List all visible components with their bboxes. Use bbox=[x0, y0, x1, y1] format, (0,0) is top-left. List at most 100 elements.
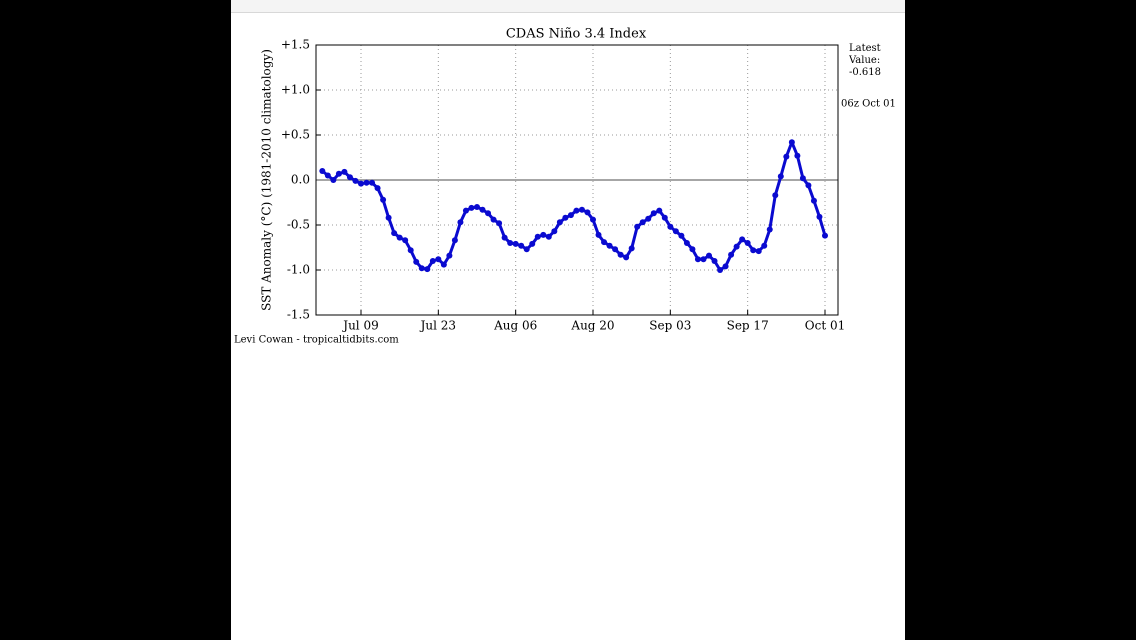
data-point bbox=[402, 237, 409, 244]
data-point bbox=[512, 240, 519, 247]
data-point bbox=[523, 246, 530, 253]
data-point bbox=[810, 197, 817, 204]
data-point bbox=[617, 251, 624, 258]
data-point bbox=[496, 220, 503, 227]
data-point bbox=[794, 152, 801, 159]
data-point bbox=[706, 252, 712, 259]
data-point bbox=[694, 256, 701, 263]
data-point bbox=[805, 182, 812, 189]
data-point bbox=[772, 192, 779, 199]
data-point bbox=[578, 206, 585, 213]
data-point bbox=[474, 204, 480, 210]
data-point bbox=[479, 206, 486, 213]
data-point bbox=[457, 219, 464, 226]
data-point bbox=[424, 266, 431, 273]
data-point bbox=[507, 240, 514, 246]
data-point bbox=[739, 236, 746, 243]
data-point bbox=[468, 204, 475, 211]
plot-frame bbox=[315, 44, 839, 316]
chart-title: CDAS Niño 3.4 Index bbox=[506, 27, 647, 42]
data-point bbox=[380, 196, 387, 203]
data-point bbox=[451, 237, 458, 244]
data-point bbox=[761, 242, 768, 249]
data-point bbox=[728, 251, 735, 258]
x-tick-label: Sep 17 bbox=[727, 319, 769, 333]
y-tick-label: -1.0 bbox=[287, 263, 310, 277]
data-point bbox=[750, 247, 757, 254]
data-point bbox=[324, 172, 331, 179]
data-point bbox=[590, 216, 596, 223]
data-point bbox=[700, 256, 707, 263]
data-point bbox=[639, 219, 646, 226]
top-bar bbox=[231, 0, 905, 13]
data-point bbox=[744, 240, 751, 246]
y-tick-label: -1.5 bbox=[287, 308, 310, 322]
data-point bbox=[385, 214, 392, 221]
x-tick-label: Jul 09 bbox=[341, 319, 378, 333]
y-tick-label: +0.5 bbox=[281, 128, 310, 142]
latest-label: Latest Value: bbox=[849, 43, 881, 66]
x-tick-label: Aug 20 bbox=[570, 319, 614, 333]
data-point bbox=[346, 174, 353, 181]
credit: Levi Cowan - tropicaltidbits.com bbox=[234, 335, 399, 346]
data-point bbox=[711, 258, 718, 264]
data-point bbox=[755, 248, 762, 255]
x-tick-label: Oct 01 bbox=[805, 319, 845, 333]
y-axis-label: SST Anomaly (°C) (1981-2010 climatology) bbox=[260, 49, 274, 311]
data-point bbox=[777, 173, 784, 180]
data-point bbox=[661, 214, 668, 221]
y-tick-label: +1.0 bbox=[281, 83, 310, 97]
data-point bbox=[545, 233, 552, 240]
data-point bbox=[788, 139, 795, 146]
data-point bbox=[584, 209, 591, 216]
data-point bbox=[490, 216, 497, 223]
data-point bbox=[534, 233, 541, 240]
data-point bbox=[429, 258, 436, 264]
data-point bbox=[435, 256, 442, 263]
data-point bbox=[799, 175, 806, 182]
y-tick-label: -0.5 bbox=[287, 218, 310, 232]
data-point bbox=[462, 207, 469, 214]
data-point bbox=[485, 210, 492, 217]
data-point bbox=[413, 258, 420, 265]
latest-text: Latest Value: -0.618 bbox=[849, 43, 897, 79]
data-point bbox=[667, 223, 674, 230]
data-point bbox=[672, 228, 679, 235]
data-point bbox=[330, 177, 337, 183]
data-point bbox=[556, 219, 563, 226]
data-point bbox=[623, 254, 630, 261]
data-point bbox=[717, 267, 724, 273]
data-point bbox=[822, 232, 828, 239]
data-point bbox=[369, 179, 376, 186]
data-point bbox=[601, 239, 608, 246]
chart: CDAS Niño 3.4 Index SST Anomaly (°C) (19… bbox=[234, 27, 897, 346]
series-line bbox=[321, 140, 827, 272]
data-point bbox=[551, 228, 558, 235]
data-point bbox=[733, 243, 740, 250]
data-point bbox=[418, 265, 425, 272]
data-point bbox=[683, 240, 690, 246]
data-point bbox=[335, 170, 342, 177]
data-point bbox=[391, 230, 398, 237]
data-point bbox=[656, 207, 663, 214]
data-point bbox=[595, 231, 602, 238]
data-point bbox=[319, 168, 326, 174]
data-point bbox=[816, 213, 823, 220]
data-point bbox=[567, 212, 574, 219]
data-point bbox=[540, 231, 547, 238]
data-point bbox=[766, 226, 773, 233]
data-point bbox=[440, 261, 447, 268]
data-point bbox=[501, 234, 508, 241]
data-point bbox=[606, 242, 613, 249]
x-tick-label: Aug 06 bbox=[493, 319, 537, 333]
data-point bbox=[573, 207, 580, 214]
data-point bbox=[634, 223, 641, 230]
data-point bbox=[518, 242, 525, 249]
x-tick-label: Sep 03 bbox=[649, 319, 691, 333]
x-tick-label: Jul 23 bbox=[419, 319, 456, 333]
latest-value: -0.618 bbox=[849, 67, 882, 78]
data-point bbox=[722, 263, 729, 270]
data-point bbox=[650, 210, 657, 217]
data-point bbox=[352, 177, 359, 184]
